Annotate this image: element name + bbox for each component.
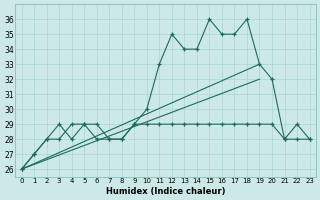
X-axis label: Humidex (Indice chaleur): Humidex (Indice chaleur) [106, 187, 225, 196]
